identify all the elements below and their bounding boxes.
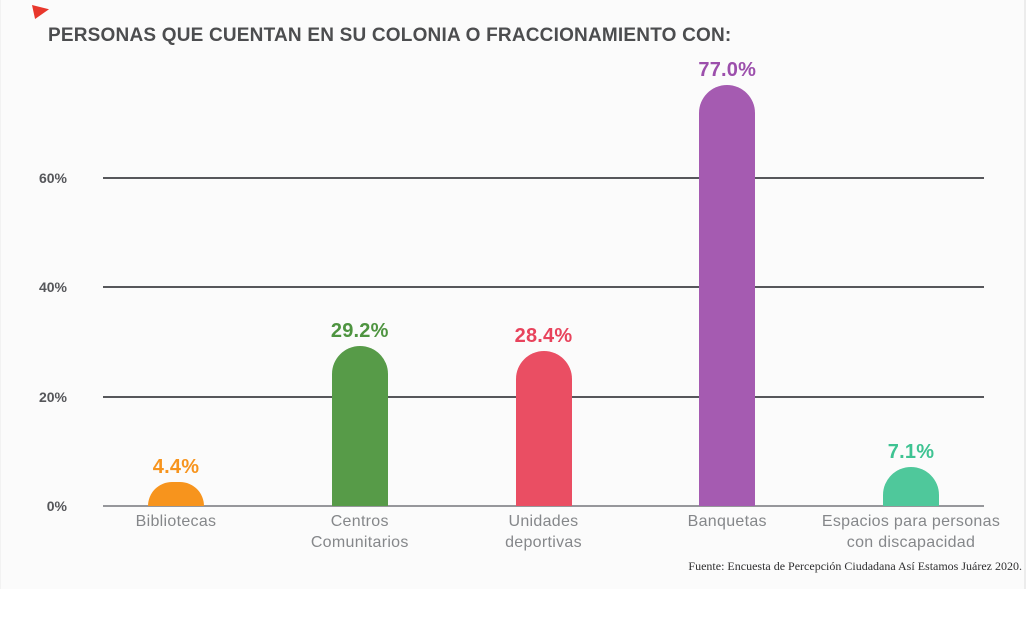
bar-category-label-centros-comunitarios: Centros xyxy=(330,513,389,530)
gridline-40% xyxy=(103,286,984,289)
plot-area: 0% 20% 40% 60% 4.4% Bibliotecas 29.2% Centros Co… xyxy=(1,0,1024,589)
bar-value-label-bibliotecas: 4.4% xyxy=(152,455,200,478)
chart-card: PERSONAS QUE CUENTAN EN SU COLONIA O FRA… xyxy=(0,0,1026,589)
bar-banquetas xyxy=(699,85,756,506)
bar-category-label-bibliotecas: Bibliotecas xyxy=(135,513,217,530)
ytick-label-40%: 40% xyxy=(38,279,67,296)
bar-category-label-banquetas: Banquetas xyxy=(687,513,767,530)
bar-value-label-centros-comunitarios: 29.2% xyxy=(330,320,389,343)
bar-category-label-espacios-para-personas-con-discapacidad: con discapacidad xyxy=(846,534,976,551)
bar-value-label-espacios-para-personas-con-discapacidad: 7.1% xyxy=(887,441,935,464)
bar-category-label-unidades-deportivas: Unidades xyxy=(508,513,579,530)
bar-category-label-espacios-para-personas-con-discapacidad: Espacios para personas xyxy=(821,513,1001,530)
bar-category-label-centros-comunitarios: Comunitarios xyxy=(310,534,409,551)
bar-value-label-unidades-deportivas: 28.4% xyxy=(514,324,573,347)
source-note: Fuente: Encuesta de Percepción Ciudadana… xyxy=(688,559,1022,573)
bar-value-label-banquetas: 77.0% xyxy=(698,59,757,82)
bar-centros-comunitarios xyxy=(331,346,388,506)
ytick-label-20%: 20% xyxy=(38,388,67,405)
ytick-label-0%: 0% xyxy=(46,498,67,514)
chart-title: PERSONAS QUE CUENTAN EN SU COLONIA O FRA… xyxy=(48,25,732,46)
gridline-60% xyxy=(103,177,984,179)
bar-bibliotecas xyxy=(148,481,204,506)
gridline-0% xyxy=(103,505,984,507)
bar-espacios-para-personas-con-discapacidad xyxy=(883,467,939,506)
bar-category-label-unidades-deportivas: deportivas xyxy=(505,534,582,551)
bar-unidades-deportivas xyxy=(515,350,572,506)
ytick-label-60%: 60% xyxy=(38,170,67,186)
